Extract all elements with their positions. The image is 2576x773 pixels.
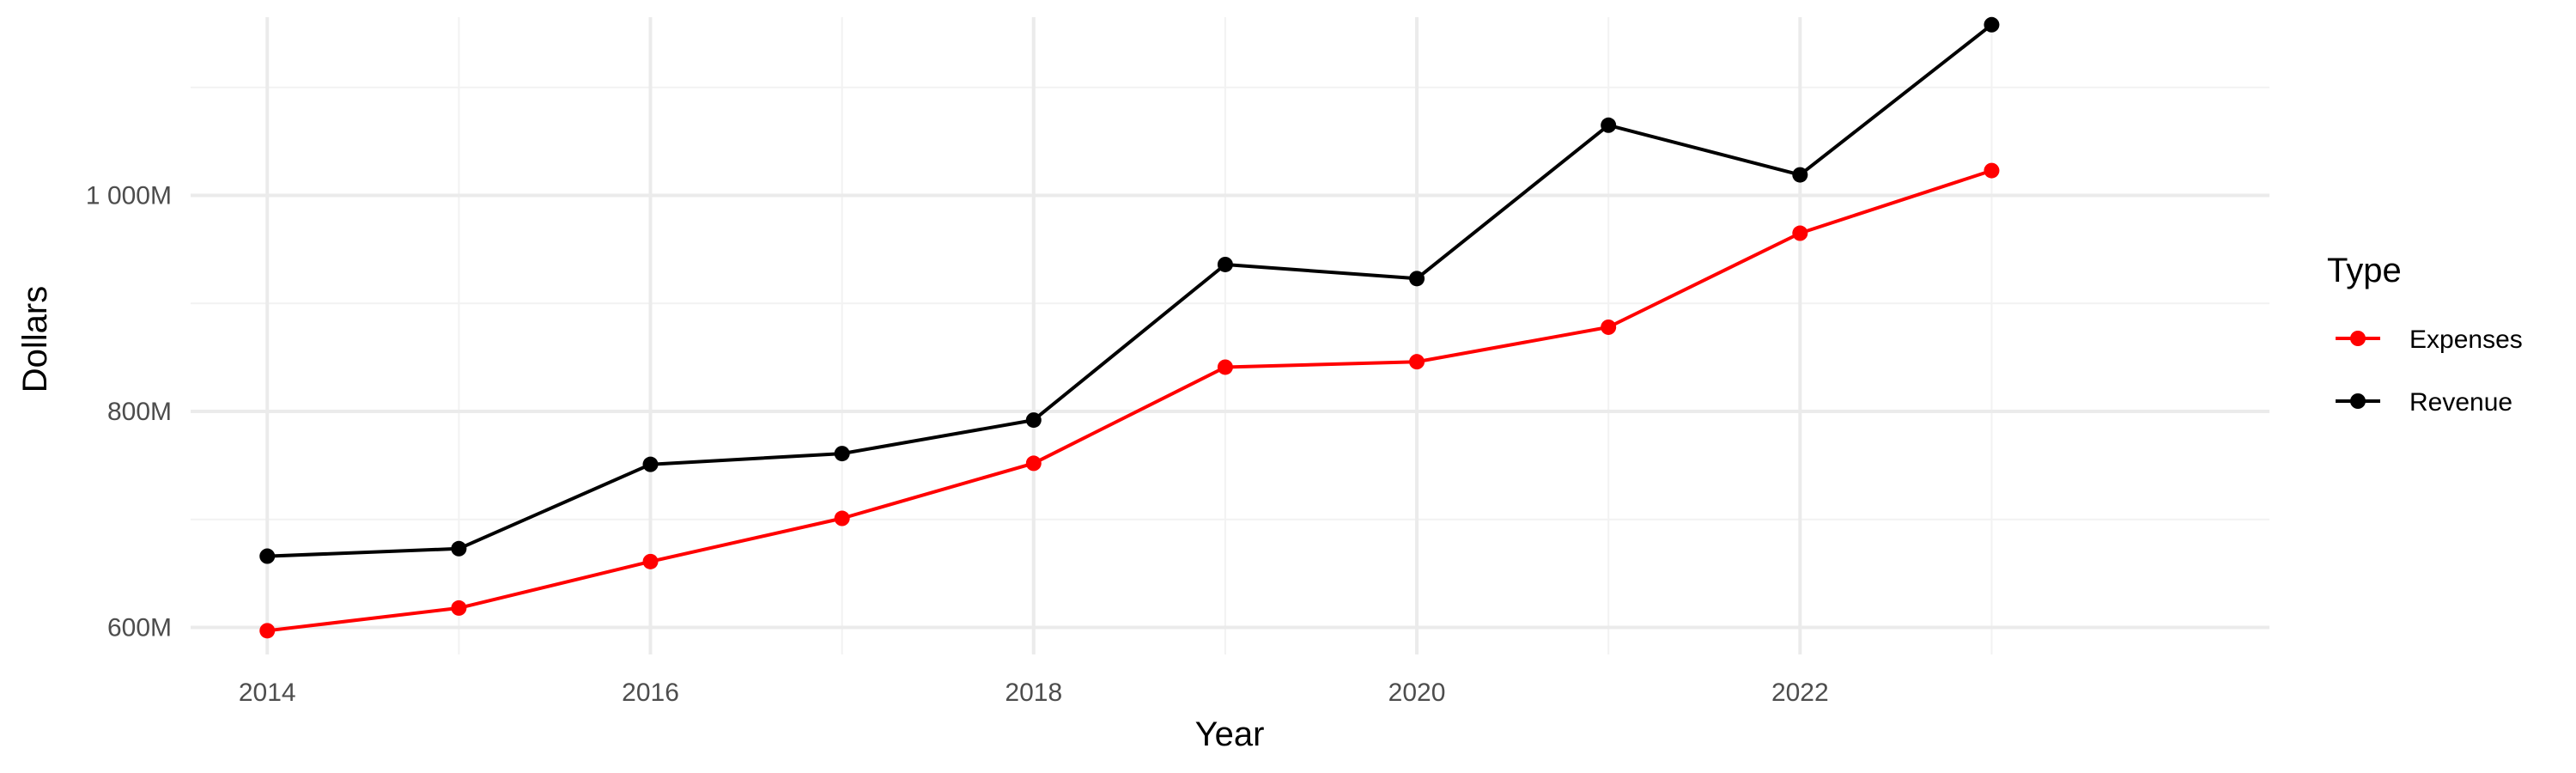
revenue-line (267, 23, 1993, 558)
revenue-point (259, 548, 276, 564)
legend-item-revenue: Revenue (2336, 388, 2512, 417)
expenses-point (451, 600, 467, 616)
expenses-point (834, 510, 850, 526)
expenses-line (267, 168, 1993, 633)
x-tick-label: 2016 (622, 679, 679, 707)
x-tick-label: 2022 (1771, 679, 1829, 707)
expenses-point (1025, 455, 1042, 472)
grid-lines (191, 17, 2269, 654)
y-axis-title: Dollars (16, 286, 54, 393)
y-axis-ticks: 600M 800M 1 000M (86, 182, 172, 642)
expenses-point (1792, 225, 1808, 241)
x-tick-label: 2014 (239, 679, 296, 707)
expenses-point (259, 623, 276, 639)
y-tick-label: 1 000M (86, 182, 172, 210)
revenue-point (1792, 167, 1808, 183)
legend-item-expenses: Expenses (2336, 326, 2523, 354)
legend-items: Expenses Revenue (2336, 326, 2523, 417)
x-axis-ticks: 2014 2016 2018 2020 2022 (239, 679, 1829, 707)
revenue-point (1601, 117, 1617, 133)
x-axis-title: Year (1195, 715, 1265, 753)
x-tick-label: 2020 (1388, 679, 1446, 707)
series-lines (267, 23, 1993, 633)
revenue-point (1217, 256, 1233, 272)
expenses-point (1601, 319, 1617, 335)
revenue-point (1984, 16, 2000, 33)
expenses-point (1984, 162, 2000, 179)
legend-label: Expenses (2409, 326, 2523, 354)
y-tick-label: 600M (107, 614, 172, 642)
revenue-point (1025, 412, 1042, 429)
legend: Type Expenses Revenue (2327, 252, 2523, 417)
expenses-point (1217, 359, 1233, 375)
legend-title: Type (2327, 252, 2402, 289)
y-tick-label: 800M (107, 398, 172, 426)
expenses-point (1409, 354, 1425, 370)
legend-key-point (2350, 393, 2366, 409)
revenue-point (451, 540, 467, 557)
revenue-point (1409, 271, 1425, 287)
x-tick-label: 2018 (1005, 679, 1062, 707)
expenses-point (642, 553, 659, 569)
data-points (259, 16, 2000, 639)
legend-label: Revenue (2409, 388, 2512, 417)
revenue-point (642, 456, 659, 472)
revenue-point (834, 446, 850, 462)
legend-key-point (2350, 331, 2366, 346)
